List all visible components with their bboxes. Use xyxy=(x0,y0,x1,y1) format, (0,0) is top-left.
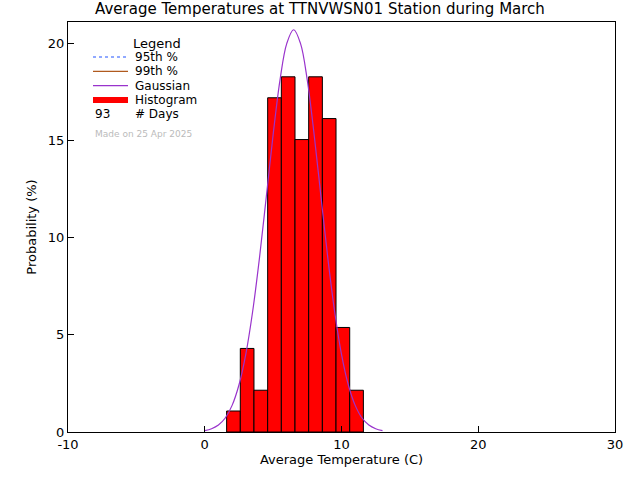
svg-text:Gaussian: Gaussian xyxy=(135,79,190,93)
svg-text:30: 30 xyxy=(607,437,624,452)
svg-text:15: 15 xyxy=(48,133,65,148)
svg-text:Made on 25 Apr 2025: Made on 25 Apr 2025 xyxy=(95,129,192,139)
svg-text:20: 20 xyxy=(470,437,487,452)
svg-text:-10: -10 xyxy=(57,437,78,452)
svg-text:Average Temperature (C): Average Temperature (C) xyxy=(260,452,423,467)
svg-text:99th %: 99th % xyxy=(135,64,178,78)
svg-text:0: 0 xyxy=(201,437,209,452)
svg-text:Probability (%): Probability (%) xyxy=(24,179,39,274)
svg-text:10: 10 xyxy=(333,437,350,452)
svg-text:95th %: 95th % xyxy=(135,50,178,64)
svg-text:10: 10 xyxy=(48,230,65,245)
svg-text:Legend: Legend xyxy=(133,36,181,51)
svg-text:Average Temperatures at TTNVWS: Average Temperatures at TTNVWSN01 Statio… xyxy=(95,0,545,18)
svg-text:Histogram: Histogram xyxy=(135,93,197,107)
svg-text:93: 93 xyxy=(95,107,110,121)
svg-text:5: 5 xyxy=(56,327,64,342)
svg-text:20: 20 xyxy=(48,36,65,51)
svg-text:# Days: # Days xyxy=(135,107,179,121)
svg-text:0: 0 xyxy=(56,425,64,440)
